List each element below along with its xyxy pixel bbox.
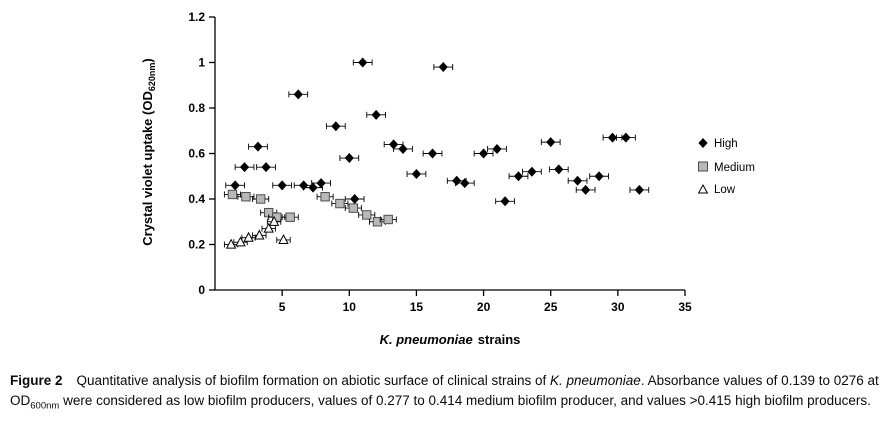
data-point-high (350, 194, 360, 204)
data-point-high (331, 121, 341, 132)
data-point-medium (320, 192, 330, 202)
figure-caption: Figure 2 Quantitative analysis of biofilm… (10, 371, 882, 413)
y-tick-label: 1.2 (188, 10, 205, 24)
data-point-medium (241, 192, 251, 202)
x-axis-title-rest: strains (478, 332, 521, 347)
plot-area: 0 0.2 0.4 0.6 0.8 1 1.2 5 10 15 20 25 30 35 (188, 10, 692, 314)
data-point-high (277, 180, 287, 191)
data-point-high (478, 148, 489, 159)
data-point-high (554, 164, 564, 175)
data-point-high (358, 57, 368, 68)
data-point-medium (362, 210, 372, 220)
x-tick-label: 25 (544, 300, 558, 314)
legend-label-high: High (714, 138, 738, 150)
data-point-high (527, 166, 537, 177)
scatter-chart: 0 0.2 0.4 0.6 0.8 1 1.2 5 10 15 20 25 30 35 Crystal v… (140, 10, 755, 347)
data-point-high (261, 162, 271, 173)
legend-label-medium: Medium (714, 162, 755, 174)
data-point-low (225, 238, 237, 249)
data-point-high (594, 171, 604, 182)
data-point-high (344, 153, 354, 164)
x-tick-label: 5 (279, 300, 286, 314)
data-point-high (546, 137, 556, 148)
x-axis-title: K. pneumoniae strains (380, 332, 521, 347)
data-point-high (253, 141, 263, 152)
y-axis-title: Crystal violet uptake (OD620nm) (140, 58, 157, 245)
data-point-high (427, 148, 438, 159)
data-point-high (308, 182, 318, 193)
data-point-high (607, 132, 618, 143)
data-point-high (293, 89, 303, 100)
data-point-medium (335, 198, 345, 209)
data-point-medium (348, 203, 359, 213)
data-point-high (411, 168, 422, 179)
y-axis-title-close: ) (140, 58, 155, 62)
data-point-medium (372, 217, 383, 227)
data-point-low (268, 215, 280, 226)
data-point-high (460, 178, 470, 189)
data-point-high (452, 175, 462, 186)
legend-marker-high-diamond-icon (698, 138, 708, 148)
y-tick-label: 1 (198, 56, 205, 70)
data-point-high (513, 171, 524, 182)
x-tick-label: 35 (678, 300, 692, 314)
x-tick-label: 15 (410, 300, 424, 314)
data-point-low (263, 222, 274, 233)
legend-label-low: Low (714, 184, 736, 196)
data-point-high (581, 184, 591, 195)
figure-label: Figure 2 (10, 373, 63, 388)
data-point-medium (285, 212, 295, 222)
x-tick-label: 20 (477, 300, 491, 314)
data-point-high (438, 62, 448, 73)
data-point-high (389, 139, 399, 150)
legend-marker-medium-square-icon (698, 161, 708, 172)
data-point-high (572, 175, 583, 186)
y-axis-title-subscript: 620nm (147, 63, 157, 92)
legend-marker-low-triangle-icon (697, 183, 709, 194)
caption-text-1: Quantitative analysis of biofilm formati… (76, 373, 550, 388)
data-point-low (278, 234, 289, 245)
x-axis-title-species: K. pneumoniae (380, 332, 473, 347)
data-point-high (492, 143, 502, 154)
y-tick-label: 0.2 (188, 238, 205, 252)
data-point-low (243, 231, 254, 242)
data-point-high (371, 109, 381, 120)
data-point-medium (255, 194, 266, 204)
data-point-medium (383, 214, 393, 225)
y-axis-title-main: Crystal violet uptake (OD (140, 91, 155, 246)
data-point-high (316, 178, 326, 189)
caption-species: K. pneumoniae (550, 373, 641, 388)
data-point-low (254, 229, 265, 240)
caption-od-subscript: 600nm (30, 400, 60, 412)
data-point-medium (227, 189, 238, 200)
data-point-high (239, 162, 250, 173)
x-tick-label: 10 (343, 300, 357, 314)
x-tick-label: 30 (611, 300, 625, 314)
y-tick-label: 0.4 (188, 192, 205, 206)
data-point-high (634, 184, 644, 195)
caption-text-2: . Absorbance values of 0.139 to 0276 at … (10, 373, 879, 408)
y-tick-label: 0.8 (188, 101, 205, 115)
caption-text-3: were considered as low biofilm producers… (59, 392, 871, 408)
legend: High Medium Low (697, 138, 755, 196)
data-point-high (500, 196, 510, 207)
data-point-low (235, 236, 246, 247)
data-point-high (230, 180, 240, 191)
y-tick-label: 0 (198, 283, 205, 297)
data-point-high (398, 143, 408, 154)
data-point-high (621, 132, 631, 143)
y-tick-label: 0.6 (188, 147, 205, 161)
